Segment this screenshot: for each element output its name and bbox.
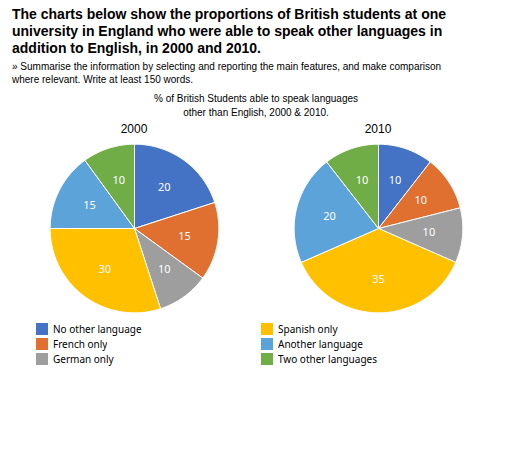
html-text:Spanish only: Spanish only <box>278 322 338 337</box>
svg-text:20: 20 <box>158 179 171 194</box>
svg-text:10: 10 <box>113 172 126 187</box>
svg-text:20: 20 <box>323 208 336 223</box>
svg-text:15: 15 <box>178 228 191 243</box>
html-text:No other language: No other language <box>53 322 142 337</box>
html-text:Another language: Another language <box>278 337 363 352</box>
html-text:The charts below show the prop: The charts below show the proportions of… <box>12 6 446 56</box>
html-text:French only: French only <box>53 337 108 352</box>
svg-text:10: 10 <box>415 193 428 208</box>
svg-text:10: 10 <box>423 225 436 240</box>
svg-text:15: 15 <box>83 197 96 212</box>
svg-text:35: 35 <box>372 271 385 286</box>
html-text:Two other languages: Two other languages <box>278 352 377 367</box>
svg-text:10: 10 <box>158 261 171 276</box>
svg-text:10: 10 <box>389 173 402 188</box>
html-text:2000: 2000 <box>120 122 148 137</box>
svg-text:10: 10 <box>356 173 369 188</box>
html-text:% of British Students able to: % of British Students able to speak lang… <box>154 93 358 119</box>
html-text:German only: German only <box>53 352 114 367</box>
svg-text:30: 30 <box>98 261 111 276</box>
html-text:2010: 2010 <box>364 122 392 137</box>
html-text:» Summarise the information by: » Summarise the information by selecting… <box>12 61 442 86</box>
